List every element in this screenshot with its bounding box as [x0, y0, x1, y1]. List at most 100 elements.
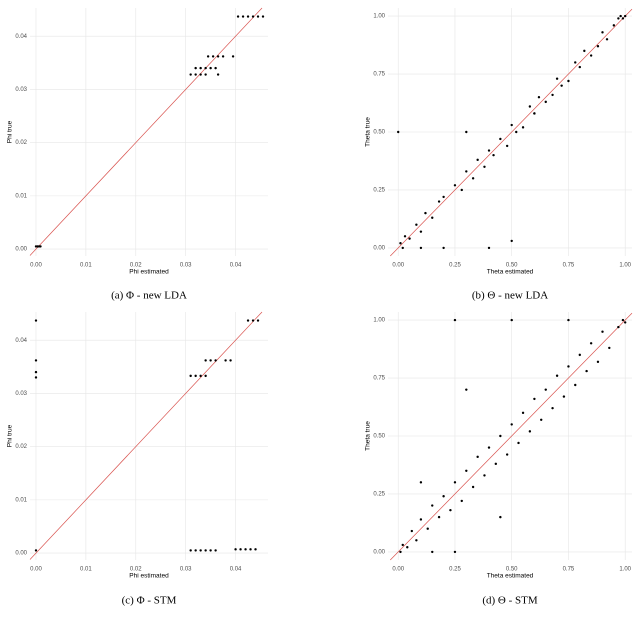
caption: (b) Θ - new LDA: [472, 290, 548, 302]
point: [34, 370, 38, 374]
point: [254, 548, 257, 551]
y-tick-label: 0.00: [15, 247, 27, 253]
point: [231, 55, 235, 58]
reference-line: [390, 8, 633, 257]
x-tick-label: 0.04: [230, 567, 242, 573]
point: [442, 495, 445, 498]
point: [415, 539, 418, 542]
x-tick-label: 1.00: [619, 567, 631, 573]
point: [211, 55, 215, 58]
point: [505, 144, 509, 148]
point: [251, 15, 255, 18]
point: [408, 237, 411, 240]
point: [617, 17, 620, 20]
point: [555, 374, 559, 377]
point: [204, 374, 207, 378]
x-tick-label: 0.02: [130, 263, 142, 269]
point: [465, 388, 468, 391]
x-tick-label: 0.00: [30, 567, 42, 573]
point: [261, 15, 265, 18]
point: [399, 242, 402, 245]
point: [574, 383, 577, 387]
x-tick-label: 0.00: [392, 567, 404, 573]
point: [403, 235, 407, 238]
point: [555, 77, 559, 80]
point: [621, 318, 625, 322]
point: [483, 474, 486, 477]
y-axis-label: Phi true: [7, 424, 14, 447]
y-tick-label: 0.00: [373, 549, 385, 555]
point: [510, 123, 513, 127]
point: [499, 434, 502, 438]
point: [194, 374, 197, 378]
point: [221, 55, 225, 58]
point: [465, 469, 468, 472]
x-axis-label: Theta estimated: [487, 573, 534, 580]
point: [510, 239, 513, 243]
point: [216, 73, 220, 76]
point: [401, 543, 404, 547]
scatter-panel: 0.00 0.25 0.50 0.75 1.00 0.00 0.25 0.50 0.75 1.00…: [365, 8, 633, 302]
point: [401, 246, 404, 250]
point: [424, 211, 427, 215]
point: [437, 515, 441, 519]
point: [621, 17, 625, 20]
caption: (d) Θ - STM: [482, 595, 538, 607]
point: [623, 321, 627, 324]
y-tick-label: 1.00: [373, 318, 385, 324]
point: [460, 188, 463, 192]
point: [619, 14, 622, 18]
y-axis-label: Theta true: [365, 117, 372, 147]
x-tick-label: 0.03: [180, 263, 192, 269]
point: [465, 130, 468, 134]
point: [246, 15, 250, 18]
point: [189, 374, 192, 378]
point: [476, 455, 479, 459]
point: [189, 549, 192, 552]
point: [483, 165, 486, 168]
x-tick-label: 0.01: [80, 567, 92, 573]
point: [442, 246, 445, 250]
x-tick-label: 0.01: [80, 263, 92, 269]
y-axis-label: Phi true: [7, 120, 14, 143]
point: [551, 406, 554, 410]
point: [214, 549, 217, 552]
point: [204, 359, 207, 362]
point: [596, 360, 600, 364]
x-tick-label: 0.25: [449, 263, 461, 269]
point: [608, 346, 611, 350]
point: [34, 359, 38, 362]
point: [612, 24, 616, 27]
point: [585, 369, 588, 373]
point: [517, 441, 520, 445]
point: [244, 548, 247, 551]
point: [596, 45, 600, 48]
y-tick-label: 0.01: [15, 193, 27, 199]
x-tick-label: 0.75: [563, 263, 575, 269]
point: [399, 550, 402, 554]
y-tick-label: 0.50: [373, 434, 385, 440]
scatter-panel: 0.00 0.25 0.50 0.75 1.00 0.00 0.25 0.50 0.75 1.00…: [365, 312, 633, 607]
x-tick-label: 0.50: [506, 263, 518, 269]
point: [487, 246, 491, 250]
x-axis-label: Phi estimated: [129, 573, 169, 580]
y-axis-label: Theta true: [365, 421, 372, 451]
point: [34, 319, 38, 322]
point: [431, 216, 434, 219]
point: [567, 365, 570, 368]
point: [453, 184, 457, 187]
y-tick-label: 0.00: [373, 245, 385, 251]
point: [419, 246, 423, 250]
point: [189, 73, 192, 76]
point: [453, 481, 457, 484]
point: [537, 96, 541, 99]
point: [487, 446, 491, 449]
point: [471, 177, 475, 180]
y-tick-label: 0.50: [373, 130, 385, 136]
point: [505, 453, 509, 456]
x-tick-label: 0.50: [506, 567, 518, 573]
point: [209, 359, 212, 362]
y-tick-label: 0.04: [15, 34, 27, 40]
point: [251, 319, 255, 322]
point: [533, 397, 536, 401]
